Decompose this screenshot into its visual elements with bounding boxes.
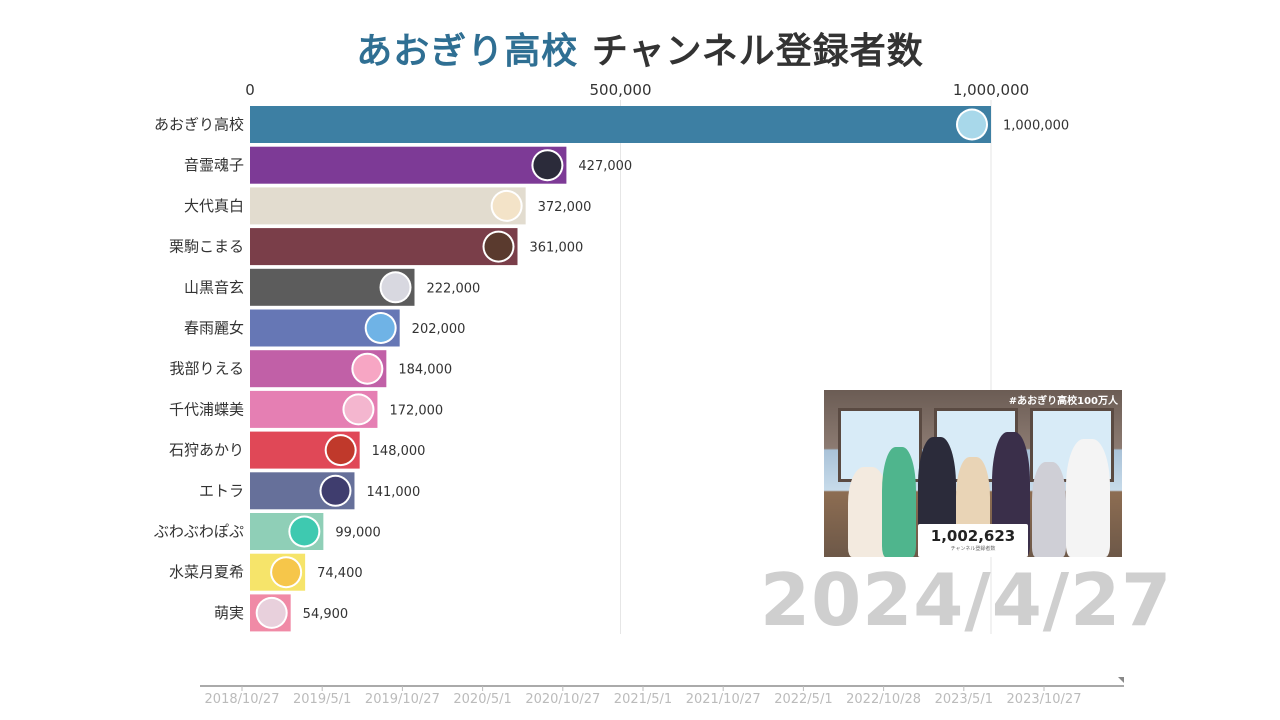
timeline-label: 2020/5/1 xyxy=(453,692,511,707)
value-label: 74,400 xyxy=(317,566,363,581)
category-label: 春雨麗女 xyxy=(184,319,244,337)
category-label: 音霊魂子 xyxy=(184,156,244,174)
value-label: 202,000 xyxy=(412,322,466,337)
thumbnail-figure xyxy=(1066,439,1110,557)
value-label: 1,000,000 xyxy=(1003,119,1069,134)
x-tick-label: 1,000,000 xyxy=(953,81,1029,99)
chart-title: あおぎり高校 チャンネル登録者数 xyxy=(0,22,1280,74)
value-label: 54,900 xyxy=(303,607,349,622)
timeline-label: 2019/10/27 xyxy=(365,692,440,707)
x-tick-label: 0 xyxy=(245,81,255,99)
thumbnail-figure xyxy=(848,467,888,557)
thumbnail-count-box: 1,002,623 チャンネル登録者数 xyxy=(918,524,1028,557)
avatar xyxy=(290,517,319,546)
timeline-label: 2020/10/27 xyxy=(525,692,600,707)
timeline-label: 2022/10/28 xyxy=(846,692,921,707)
category-label: 千代浦蝶美 xyxy=(169,400,244,418)
category-label: あおぎり高校 xyxy=(154,116,244,134)
value-label: 148,000 xyxy=(372,444,426,459)
category-label: 萌実 xyxy=(214,604,244,622)
timeline-label: 2021/5/1 xyxy=(614,692,672,707)
avatar xyxy=(344,395,373,424)
avatar xyxy=(484,232,513,261)
timeline-label: 2021/10/27 xyxy=(686,692,761,707)
thumbnail-count: 1,002,623 xyxy=(930,527,1016,545)
value-label: 184,000 xyxy=(398,363,452,378)
category-label: 大代真白 xyxy=(184,197,244,215)
timeline-label: 2023/10/27 xyxy=(1007,692,1082,707)
avatar xyxy=(326,436,355,465)
category-label: エトラ xyxy=(199,482,244,500)
avatar xyxy=(381,273,410,302)
category-label: 我部りえる xyxy=(169,360,244,378)
value-label: 172,000 xyxy=(389,403,443,418)
avatar xyxy=(958,110,986,139)
value-label: 427,000 xyxy=(578,159,632,174)
current-date: 2024/4/27 xyxy=(760,558,1173,642)
value-label: 222,000 xyxy=(427,281,481,296)
category-label: ぶわぶわぽぷ xyxy=(154,523,244,541)
thumbnail-count-caption: チャンネル登録者数 xyxy=(950,546,996,552)
value-label: 361,000 xyxy=(530,241,584,256)
chart-title-highlight: あおぎり高校 xyxy=(356,31,579,72)
timeline-label: 2022/5/1 xyxy=(774,692,832,707)
bar xyxy=(250,146,567,184)
thumbnail-figure xyxy=(1032,462,1066,557)
avatar xyxy=(492,191,521,220)
category-label: 山黒音玄 xyxy=(184,278,244,296)
thumbnail-figure xyxy=(882,447,916,557)
value-label: 141,000 xyxy=(366,485,420,500)
timeline-label: 2023/5/1 xyxy=(935,692,993,707)
avatar xyxy=(353,354,382,383)
bar xyxy=(250,228,518,266)
x-tick-label: 500,000 xyxy=(589,81,651,99)
timeline-label: 2019/5/1 xyxy=(293,692,351,707)
avatar xyxy=(257,598,286,627)
celebration-thumbnail: #あおぎり高校100万人 1,002,623 チャンネル登録者数 xyxy=(824,390,1122,557)
thumbnail-tag: #あおぎり高校100万人 xyxy=(1008,396,1118,407)
category-label: 水菜月夏希 xyxy=(169,563,244,581)
avatar xyxy=(366,314,395,342)
category-label: 栗駒こまる xyxy=(169,238,244,256)
category-label: 石狩あかり xyxy=(169,441,244,459)
value-label: 99,000 xyxy=(335,526,381,541)
avatar xyxy=(321,476,350,505)
bar xyxy=(250,106,991,143)
value-label: 372,000 xyxy=(538,200,592,215)
avatar xyxy=(533,151,562,180)
timeline-label: 2018/10/27 xyxy=(205,692,280,707)
bar xyxy=(250,187,526,225)
timeline-handle xyxy=(1118,677,1124,683)
avatar xyxy=(272,558,301,587)
chart-title-rest: チャンネル登録者数 xyxy=(591,31,924,72)
